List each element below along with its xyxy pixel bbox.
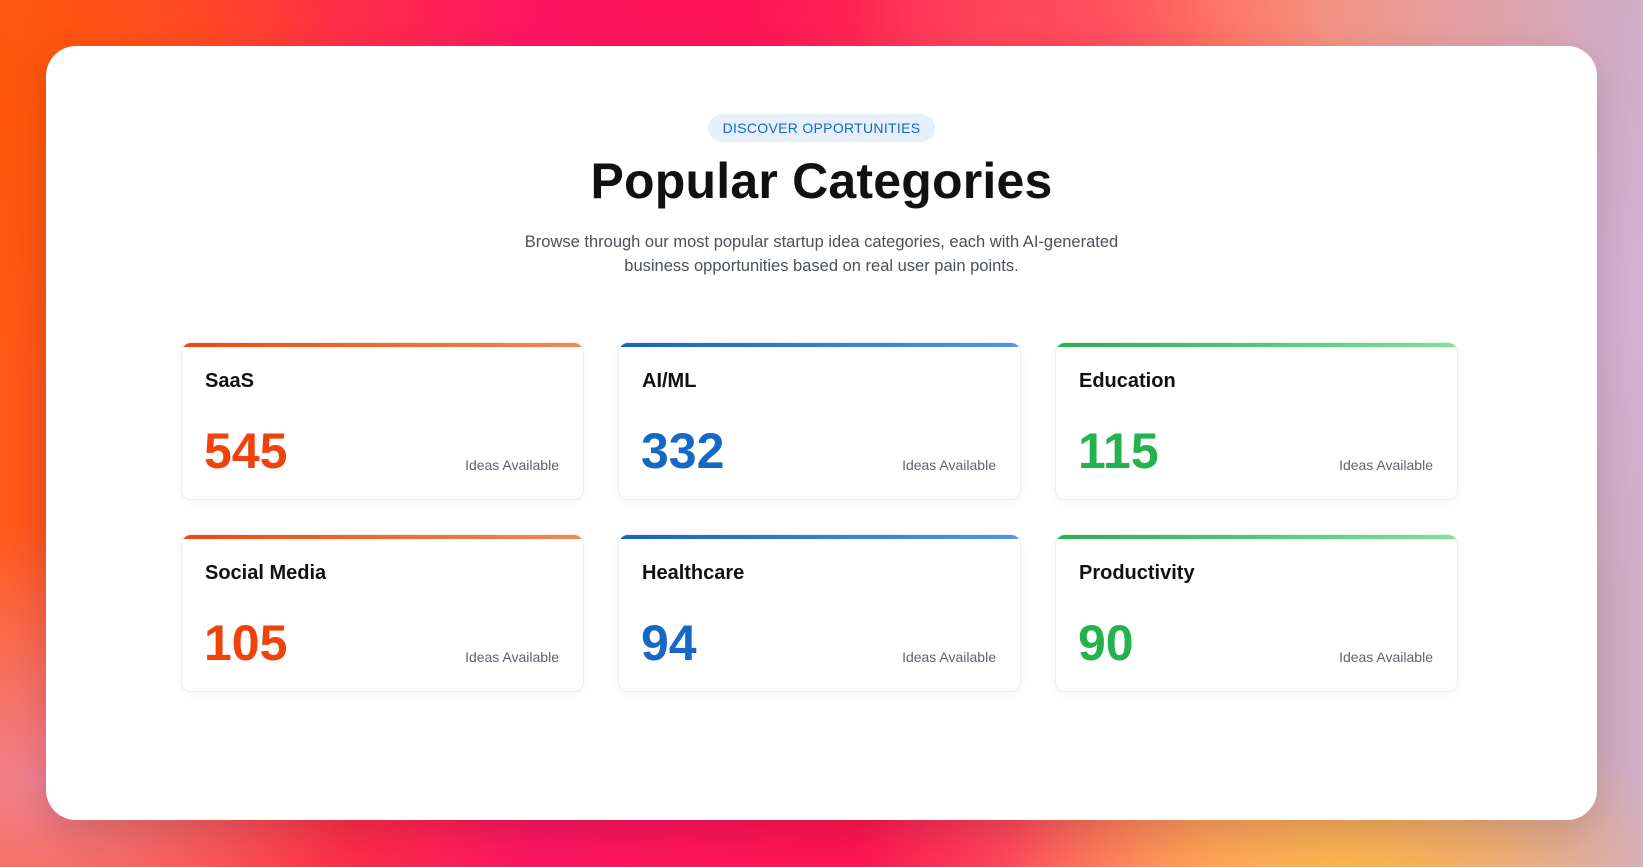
category-count: 332 [641,423,725,479]
category-name: Productivity [1079,562,1195,584]
category-caption: Ideas Available [902,649,996,665]
category-count: 115 [1078,423,1159,479]
category-name: Education [1079,370,1176,392]
discover-badge: DISCOVER OPPORTUNITIES [707,114,936,142]
category-count: 545 [204,423,288,479]
categories-panel: DISCOVER OPPORTUNITIES Popular Categorie… [46,46,1597,820]
category-card-saas[interactable]: SaaS 545 Ideas Available [181,342,584,500]
category-card-productivity[interactable]: Productivity 90 Ideas Available [1055,534,1458,692]
card-accent-bar [182,535,583,539]
category-card-social-media[interactable]: Social Media 105 Ideas Available [181,534,584,692]
category-name: Social Media [205,562,327,584]
category-count: 105 [204,615,288,671]
card-accent-bar [182,343,583,347]
card-accent-bar [619,535,1020,539]
category-card-healthcare[interactable]: Healthcare 94 Ideas Available [618,534,1021,692]
page-title: Popular Categories [590,153,1053,209]
card-accent-bar [1056,343,1457,347]
category-caption: Ideas Available [465,649,559,665]
category-card-education[interactable]: Education 115 Ideas Available [1055,342,1458,500]
category-caption: Ideas Available [902,457,996,473]
category-caption: Ideas Available [1339,649,1433,665]
category-card-ai-ml[interactable]: AI/ML 332 Ideas Available [618,342,1021,500]
card-accent-bar [1056,535,1457,539]
category-grid: SaaS 545 Ideas Available AI/ML 332 Ideas… [181,342,1458,692]
category-count: 94 [641,615,697,671]
category-name: Healthcare [642,562,745,584]
category-caption: Ideas Available [1339,457,1433,473]
category-name: AI/ML [642,370,697,392]
page-subtitle: Browse through our most popular startup … [524,233,1119,275]
category-caption: Ideas Available [465,457,559,473]
card-accent-bar [619,343,1020,347]
category-count: 90 [1078,615,1134,671]
category-name: SaaS [205,370,254,392]
